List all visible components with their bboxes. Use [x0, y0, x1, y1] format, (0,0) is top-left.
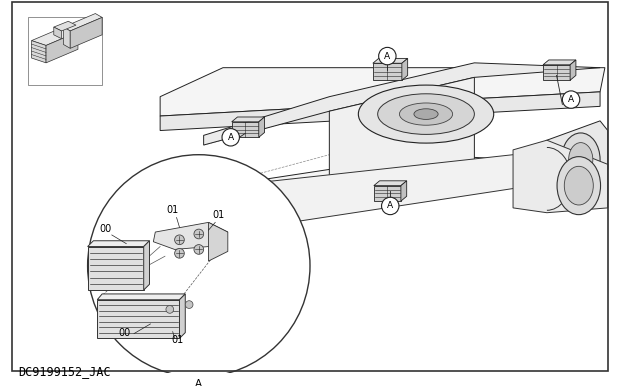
- Polygon shape: [46, 32, 78, 63]
- Polygon shape: [54, 21, 76, 31]
- Polygon shape: [87, 241, 149, 247]
- Polygon shape: [153, 222, 228, 249]
- Circle shape: [166, 306, 174, 313]
- Polygon shape: [374, 181, 407, 186]
- Polygon shape: [70, 17, 102, 48]
- Text: A: A: [384, 52, 391, 61]
- Ellipse shape: [414, 109, 438, 119]
- Polygon shape: [232, 117, 265, 122]
- Text: A: A: [195, 379, 202, 386]
- Polygon shape: [373, 63, 402, 80]
- Polygon shape: [87, 247, 144, 290]
- Circle shape: [379, 47, 396, 65]
- Polygon shape: [160, 68, 605, 116]
- Text: 01: 01: [167, 205, 179, 215]
- Polygon shape: [32, 41, 46, 63]
- Polygon shape: [28, 17, 102, 85]
- Polygon shape: [208, 222, 228, 261]
- Polygon shape: [543, 65, 570, 80]
- Circle shape: [194, 229, 203, 239]
- Polygon shape: [54, 27, 61, 39]
- Polygon shape: [203, 188, 291, 208]
- Text: 00: 00: [118, 328, 130, 339]
- Ellipse shape: [378, 94, 474, 134]
- Circle shape: [562, 91, 580, 108]
- Polygon shape: [259, 117, 265, 137]
- Text: A: A: [228, 133, 234, 142]
- Polygon shape: [570, 60, 576, 80]
- Polygon shape: [543, 60, 576, 65]
- Polygon shape: [401, 181, 407, 201]
- Polygon shape: [144, 241, 149, 290]
- Polygon shape: [203, 155, 547, 222]
- Polygon shape: [160, 92, 600, 130]
- Polygon shape: [402, 58, 408, 80]
- Polygon shape: [232, 122, 259, 137]
- Circle shape: [175, 235, 184, 245]
- Polygon shape: [374, 186, 401, 201]
- Text: 00: 00: [99, 224, 111, 234]
- Polygon shape: [329, 77, 474, 193]
- Polygon shape: [513, 140, 608, 213]
- Ellipse shape: [561, 133, 600, 186]
- Polygon shape: [63, 14, 102, 31]
- Text: A: A: [568, 95, 574, 104]
- Circle shape: [185, 301, 193, 308]
- Circle shape: [87, 155, 310, 377]
- Text: A: A: [387, 201, 393, 210]
- Ellipse shape: [399, 103, 453, 125]
- Text: 01: 01: [171, 335, 184, 345]
- Polygon shape: [97, 300, 179, 339]
- Circle shape: [194, 245, 203, 254]
- Polygon shape: [373, 58, 408, 63]
- Polygon shape: [179, 294, 185, 339]
- Ellipse shape: [358, 85, 494, 143]
- Polygon shape: [32, 27, 78, 46]
- Polygon shape: [537, 121, 608, 198]
- Polygon shape: [203, 155, 513, 193]
- Ellipse shape: [569, 142, 593, 176]
- Polygon shape: [97, 294, 185, 300]
- Ellipse shape: [564, 166, 593, 205]
- Ellipse shape: [557, 157, 601, 215]
- Text: 01: 01: [212, 210, 224, 220]
- Circle shape: [175, 249, 184, 258]
- Circle shape: [222, 129, 239, 146]
- Polygon shape: [203, 63, 600, 145]
- Circle shape: [381, 197, 399, 215]
- Polygon shape: [291, 159, 513, 208]
- Polygon shape: [63, 27, 70, 48]
- Text: DC9199152_JAC: DC9199152_JAC: [18, 366, 110, 379]
